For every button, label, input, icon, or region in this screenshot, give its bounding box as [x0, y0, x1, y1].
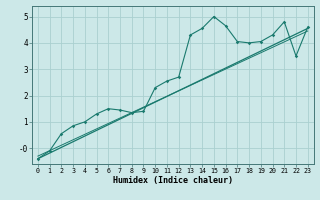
X-axis label: Humidex (Indice chaleur): Humidex (Indice chaleur)	[113, 176, 233, 185]
